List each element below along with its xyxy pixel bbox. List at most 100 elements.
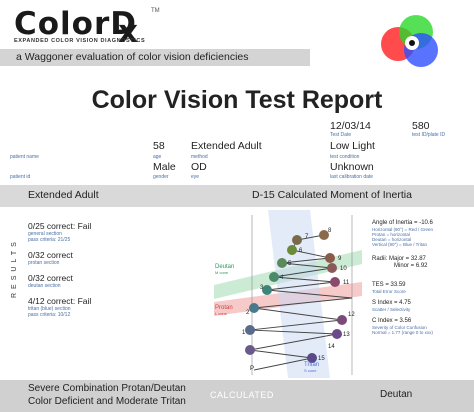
s-index-value: S Index = 4.75 (372, 300, 411, 306)
cap-marker (307, 353, 317, 363)
method-label: method (191, 154, 208, 160)
cap-marker (325, 253, 335, 263)
protan-sublabel: L cone (215, 311, 228, 316)
logo-text: ColorD (14, 6, 137, 42)
result-main: 0/32 correct (28, 250, 73, 260)
angle-value: Angle of Inertia = -10.6 (372, 220, 433, 226)
cap-label: 6 (299, 248, 303, 254)
patient-id-label: patient id (10, 174, 31, 180)
cap-marker (245, 325, 255, 335)
test-id-label: test ID/plate ID (412, 132, 446, 138)
cap-marker (319, 230, 329, 240)
result-item: 0/25 correct: Fail general section pass … (28, 221, 91, 243)
gender-value: Male (153, 161, 176, 173)
test-condition-value: Low Light (330, 140, 375, 152)
patient-name-label: patient name (10, 154, 39, 160)
result-sub: protan section (28, 260, 60, 266)
result-sub: deutan section (28, 283, 61, 289)
tes-sub: Total Error Score (372, 289, 406, 294)
tagline-bar (0, 49, 310, 66)
test-id-value: 580 (412, 120, 430, 132)
trademark: TM (151, 8, 160, 14)
tagline: a Waggoner evaluation of color vision de… (16, 51, 249, 63)
protan-label: Protan (215, 305, 233, 311)
c-index-sub: Normal = 1.77 (range 0 to xxx) (372, 330, 433, 335)
cap-label: 9 (338, 256, 342, 262)
last-calibration-label: last calibration date (330, 174, 374, 180)
result-item: 0/32 correct deutan section (28, 273, 73, 289)
diagnosis-line-1: Severe Combination Protan/Deutan (28, 383, 186, 394)
cap-marker (277, 258, 287, 268)
cap-label: 15 (318, 356, 325, 362)
cap-marker (292, 235, 302, 245)
age-value: 58 (153, 140, 165, 152)
angle-sub: Deutan = horizontal (372, 237, 412, 242)
logo-subtitle: EXPANDED COLOR VISION DIAGNOSTICS (14, 38, 146, 44)
gender-label: gender (153, 174, 169, 180)
tritan-label: Tritan (304, 362, 319, 368)
cap-label: 10 (340, 266, 347, 272)
angle-sub: Horizontal (90°) = Red / Green (372, 227, 433, 232)
logo-x: x (118, 14, 138, 50)
eye-value: OD (191, 161, 207, 173)
result-sub: general section (28, 231, 62, 237)
cap-label: 7 (305, 234, 309, 240)
moi-panel: Angle of Inertia = -10.6 Horizontal (90°… (372, 220, 472, 335)
cap-marker (287, 245, 297, 255)
calculated-label: CALCULATED (210, 390, 274, 400)
cap-label: 12 (348, 312, 355, 318)
cap-label: 11 (343, 280, 350, 286)
cap-label: 13 (343, 332, 350, 338)
result-item: 4/12 correct: Fail tritan (blue) section… (28, 296, 91, 318)
test-date-value: 12/03/14 (330, 120, 371, 132)
cap-marker (249, 303, 259, 313)
diagnosis-line-2: Color Deficient and Moderate Tritan (28, 396, 186, 407)
section-band (0, 185, 474, 207)
tritan-sublabel: S cone (304, 368, 317, 373)
s-index-sub: Scatter / Selectivity (372, 307, 411, 312)
c-index-sub: Severity of Color Confusion (372, 325, 427, 330)
result-sub: pass criteria: 10/12 (28, 312, 71, 318)
cap-marker (332, 329, 342, 339)
cap-label: 5 (288, 261, 292, 267)
result-item: 0/32 correct protan section (28, 250, 73, 266)
radii-minor: Minor = 6.92 (394, 263, 428, 269)
tritan-band (268, 210, 330, 378)
cap-label: 8 (328, 228, 332, 234)
d15-diagram: 7 6 5 4 3 2 1 P 8 9 10 11 12 13 15 14 De… (214, 210, 362, 378)
cap-label: 1 (242, 330, 246, 336)
c-index-value: C Index = 3.56 (372, 318, 412, 324)
radii-major: Radii: Major = 32.87 (372, 256, 426, 262)
cap-marker (330, 277, 340, 287)
angle-sub: Vertical (90°) = Blue / Tritan (372, 242, 427, 247)
cap-label: 2 (246, 310, 250, 316)
result-main: 0/25 correct: Fail (28, 221, 92, 231)
cap-marker (269, 272, 279, 282)
cap-label: 3 (260, 285, 264, 291)
results-vertical-label: RESULTS (11, 238, 18, 298)
cap-marker (262, 285, 272, 295)
result-main: 4/12 correct: Fail (28, 296, 92, 306)
cap-marker (327, 263, 337, 273)
result-main: 0/32 correct (28, 273, 73, 283)
moi-band-label: D-15 Calculated Moment of Inertia (252, 189, 412, 201)
rgb-circles-icon (381, 15, 438, 67)
test-date-label: Test Date (330, 132, 352, 138)
deutan-sublabel: M cone (215, 270, 229, 275)
method-value: Extended Adult (191, 140, 262, 152)
tes-value: TES = 33.59 (372, 282, 406, 288)
method-band-label: Extended Adult (28, 189, 99, 201)
cap-marker (337, 315, 347, 325)
test-condition-label: test condition (330, 154, 360, 160)
cap-label: 4 (280, 275, 284, 281)
angle-sub: Protan = horizontal (372, 232, 410, 237)
diagnosis-footer (0, 380, 474, 412)
age-label: age (153, 154, 162, 160)
diagnosis-result: Deutan (380, 389, 413, 400)
page-title: Color Vision Test Report (91, 86, 383, 114)
last-calibration-value: Unknown (330, 161, 374, 173)
eye-label: eye (191, 174, 200, 180)
cap-label: P (250, 366, 254, 372)
cap-label: 14 (328, 344, 335, 350)
result-sub: pass criteria: 21/25 (28, 237, 71, 243)
